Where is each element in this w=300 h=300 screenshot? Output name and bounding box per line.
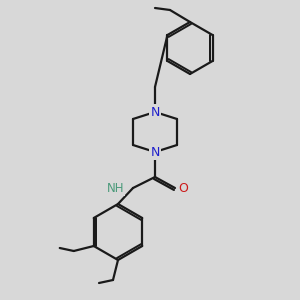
Text: NH: NH xyxy=(106,182,124,194)
Text: O: O xyxy=(178,182,188,194)
Text: N: N xyxy=(150,106,160,118)
Text: N: N xyxy=(150,146,160,158)
